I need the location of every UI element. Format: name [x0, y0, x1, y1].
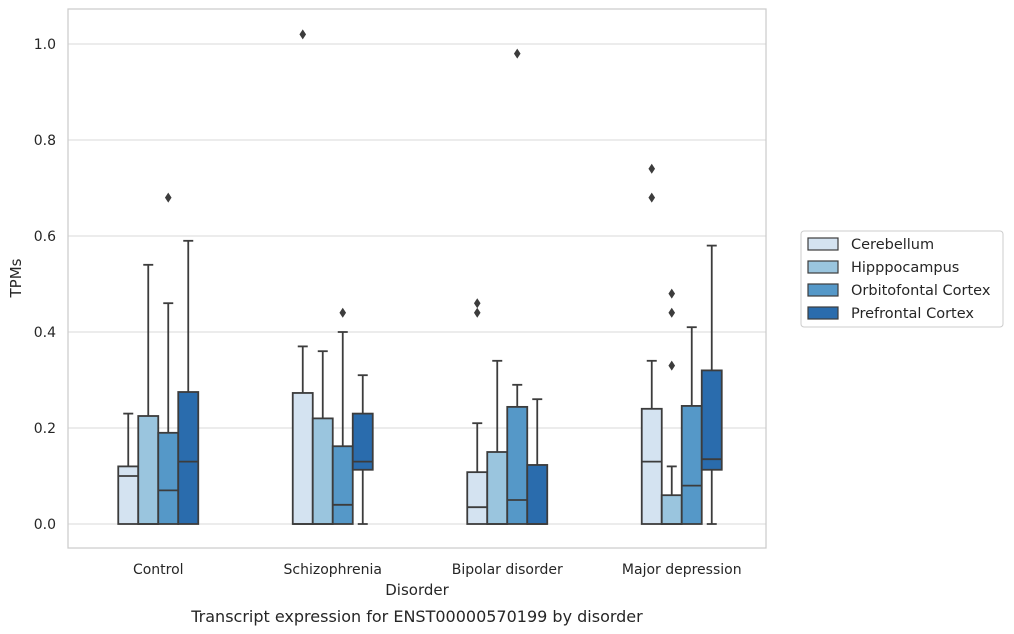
- box-iqr: [311, 417, 334, 525]
- legend-label: Prefrontal Cortex: [851, 306, 974, 322]
- box-cerebellum: [640, 163, 663, 525]
- box-hipppocampus: [311, 350, 334, 525]
- x-tick-label: Control: [133, 562, 184, 578]
- legend-swatch: [807, 306, 839, 320]
- box-orbitofontal-cortex: [506, 48, 529, 525]
- outlier-point: [164, 192, 172, 203]
- box-iqr: [157, 431, 180, 525]
- box-hipppocampus: [660, 288, 683, 525]
- outlier-point: [668, 360, 676, 371]
- box-iqr: [486, 451, 509, 525]
- box-iqr: [640, 407, 663, 525]
- y-tick-label: 0.8: [34, 133, 56, 149]
- x-axis-label: Disorder: [385, 581, 449, 599]
- box-iqr: [351, 412, 374, 471]
- legend-label: Hipppocampus: [851, 260, 959, 276]
- box-hipppocampus: [137, 263, 160, 525]
- box-iqr: [137, 415, 160, 525]
- y-tick-labels: 0.0 0.2 0.4 0.6 0.8 1.0: [34, 37, 56, 533]
- box-cerebellum: [466, 298, 489, 525]
- outlier-point: [648, 192, 656, 203]
- box-cerebellum: [291, 29, 314, 525]
- outlier-point: [339, 307, 347, 318]
- x-tick-label: Major depression: [622, 562, 742, 578]
- y-tick-label: 0.4: [34, 325, 56, 341]
- boxes-layer: [117, 29, 723, 525]
- x-tick-labels: Control Schizophrenia Bipolar disorder Majo…: [133, 562, 742, 578]
- legend-items: Cerebellum Hipppocampus Orbitofontal Corte…: [807, 237, 991, 322]
- x-tick-label: Bipolar disorder: [452, 562, 563, 578]
- y-tick-label: 1.0: [34, 37, 56, 53]
- outlier-point: [668, 288, 676, 299]
- box-iqr: [291, 392, 314, 525]
- box-iqr: [526, 464, 549, 525]
- box-cerebellum: [117, 412, 140, 525]
- y-axis-label: TPMs: [7, 258, 25, 298]
- legend-label: Cerebellum: [851, 237, 934, 253]
- legend-swatch: [807, 237, 839, 251]
- box-prefrontal-cortex: [351, 374, 374, 525]
- box-iqr: [466, 471, 489, 525]
- y-tick-label: 0.0: [34, 517, 56, 533]
- plot-area-frame: [67, 8, 767, 549]
- box-iqr: [331, 445, 354, 525]
- box-hipppocampus: [486, 359, 509, 525]
- outlier-point: [668, 307, 676, 318]
- legend-frame: [800, 230, 1004, 328]
- x-tick-label: Schizophrenia: [284, 562, 382, 578]
- box-iqr: [506, 405, 529, 525]
- outlier-point: [299, 29, 307, 40]
- legend-swatch: [807, 283, 839, 297]
- box-orbitofontal-cortex: [157, 192, 180, 525]
- box-iqr: [680, 405, 703, 525]
- outlier-point: [513, 48, 521, 59]
- legend-label: Orbitofontal Cortex: [851, 283, 991, 299]
- box-iqr: [117, 465, 140, 525]
- box-iqr: [660, 494, 683, 525]
- box-prefrontal-cortex: [700, 244, 723, 525]
- box-iqr: [177, 391, 200, 525]
- legend: Cerebellum Hipppocampus Orbitofontal Corte…: [800, 230, 1004, 328]
- legend-swatch: [807, 260, 839, 274]
- box-orbitofontal-cortex: [680, 326, 703, 525]
- box-orbitofontal-cortex: [331, 307, 354, 525]
- box-prefrontal-cortex: [177, 239, 200, 525]
- y-tick-label: 0.2: [34, 421, 56, 437]
- box-prefrontal-cortex: [526, 398, 549, 525]
- outlier-point: [473, 307, 481, 318]
- outlier-point: [648, 163, 656, 174]
- outlier-point: [473, 298, 481, 309]
- box-iqr: [700, 369, 723, 471]
- y-tick-label: 0.6: [34, 229, 56, 245]
- chart-caption: Transcript expression for ENST0000057019…: [190, 607, 643, 626]
